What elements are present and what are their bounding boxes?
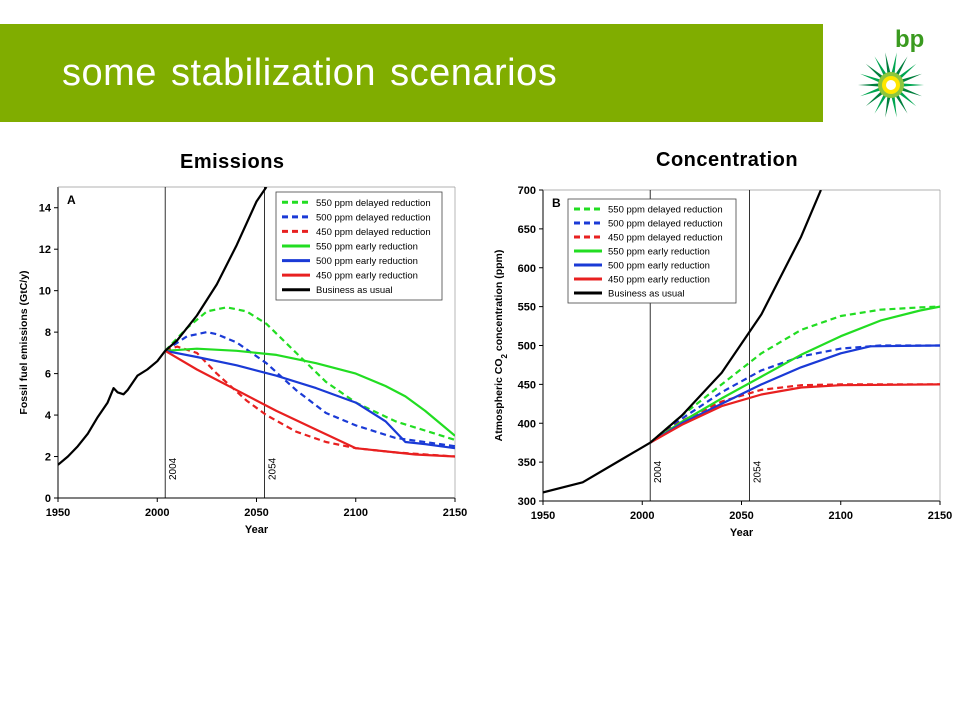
x-axis-label: Year <box>730 527 754 539</box>
concentration-heading: Concentration <box>656 149 799 171</box>
logo-ray <box>901 87 923 97</box>
logo-ray <box>859 87 881 97</box>
series-line <box>649 305 940 444</box>
x-tick-label: 2050 <box>729 510 753 522</box>
y-tick-label: 450 <box>518 379 536 391</box>
logo-ray <box>901 73 923 83</box>
legend-label: 500 ppm early reduction <box>608 261 710 272</box>
y-tick-label: 650 <box>518 224 536 236</box>
year-marker-label: 2004 <box>168 457 179 480</box>
x-tick-label: 1950 <box>531 510 555 522</box>
logo-ray <box>895 56 908 76</box>
emissions-heading: Emissions <box>180 151 285 173</box>
title-banner <box>0 24 823 122</box>
y-tick-label: 400 <box>518 418 536 430</box>
y-tick-label: 500 <box>518 341 536 353</box>
logo-ray <box>859 73 881 83</box>
legend-label: 450 ppm delayed reduction <box>608 233 723 244</box>
legend-label: 550 ppm delayed reduction <box>316 198 431 209</box>
x-tick-label: 2050 <box>244 507 268 519</box>
y-tick-label: 550 <box>518 302 536 314</box>
series-group <box>543 190 940 494</box>
x-tick-label: 2100 <box>829 510 853 522</box>
legend-label: 550 ppm early reduction <box>608 247 710 258</box>
year-marker-label: 2054 <box>267 457 278 480</box>
logo-ray <box>865 91 883 107</box>
slide-title: some stabilization scenarios <box>62 52 558 94</box>
y-tick-label: 14 <box>39 203 52 215</box>
logo-ray <box>891 96 897 118</box>
logo-ray <box>865 63 883 79</box>
x-tick-label: 2150 <box>928 510 952 522</box>
panel-label: A <box>67 193 76 207</box>
x-tick-label: 2150 <box>443 507 467 519</box>
y-axis-label: Fossil fuel emissions (GtC/y) <box>18 270 30 414</box>
y-tick-label: 0 <box>45 493 51 505</box>
y-tick-label: 4 <box>45 410 52 422</box>
helios-logo-icon <box>858 52 924 118</box>
series-group <box>58 187 455 466</box>
y-tick-label: 6 <box>45 369 51 381</box>
y-tick-label: 2 <box>45 452 51 464</box>
legend: 550 ppm delayed reduction 500 ppm delayed… <box>567 198 737 304</box>
y-tick-label: 300 <box>518 496 536 508</box>
x-tick-label: 1950 <box>46 507 70 519</box>
y-tick-label: 8 <box>45 327 51 339</box>
series-line <box>165 347 455 437</box>
x-tick-label: 2000 <box>630 510 654 522</box>
panel-label: B <box>552 196 561 210</box>
y-axis-label: Atmospheric CO2 concentration (ppm) <box>493 250 509 442</box>
logo-ray <box>885 96 891 118</box>
concentration-chart: 1950 2000 2050 2100 2150 300 350 400 450 500 550 60… <box>493 185 952 539</box>
series-line <box>164 331 455 448</box>
year-marker-label: 2054 <box>752 460 763 483</box>
legend-label: 450 ppm early reduction <box>316 271 418 282</box>
series-line <box>164 349 455 458</box>
logo-ray <box>899 91 917 107</box>
y-tick-label: 350 <box>518 457 536 469</box>
logo-ray <box>902 83 924 87</box>
y-tick-label: 12 <box>39 244 51 256</box>
y-tick-label: 600 <box>518 263 536 275</box>
series-line <box>58 187 268 466</box>
logo-ray <box>891 52 897 74</box>
legend-label: Business as usual <box>608 289 685 300</box>
legend: 550 ppm delayed reduction 500 ppm delayed… <box>275 191 443 301</box>
legend-label: 500 ppm delayed reduction <box>608 219 723 230</box>
logo-ray <box>899 63 917 79</box>
logo-text: bp <box>895 26 925 53</box>
y-tick-label: 700 <box>518 185 536 197</box>
legend-label: 550 ppm early reduction <box>316 242 418 253</box>
series-line <box>649 383 940 444</box>
logo-ray <box>874 94 887 114</box>
logo-ray <box>895 94 908 114</box>
year-marker-label: 2004 <box>653 460 664 483</box>
logo-ray <box>885 52 891 74</box>
series-line <box>649 344 940 444</box>
series-line <box>164 306 455 441</box>
x-tick-label: 2000 <box>145 507 169 519</box>
logo-ray <box>874 56 887 76</box>
x-tick-label: 2100 <box>344 507 368 519</box>
legend-label: 500 ppm delayed reduction <box>316 212 431 223</box>
emissions-chart: 1950 2000 2050 2100 2150 0 2 4 6 8 10 12 14 Year Fossi… <box>18 186 467 536</box>
logo-ray <box>858 83 880 87</box>
legend-label: 500 ppm early reduction <box>316 256 418 267</box>
legend-label: 450 ppm delayed reduction <box>316 227 431 238</box>
legend-label: 450 ppm early reduction <box>608 275 710 286</box>
series-line <box>164 349 455 450</box>
legend-label: 550 ppm delayed reduction <box>608 205 723 216</box>
y-tick-label: 10 <box>39 286 51 298</box>
legend-label: Business as usual <box>316 285 393 296</box>
series-line <box>649 344 940 444</box>
series-line <box>649 305 940 444</box>
series-line <box>543 190 822 494</box>
x-axis-label: Year <box>245 524 269 536</box>
